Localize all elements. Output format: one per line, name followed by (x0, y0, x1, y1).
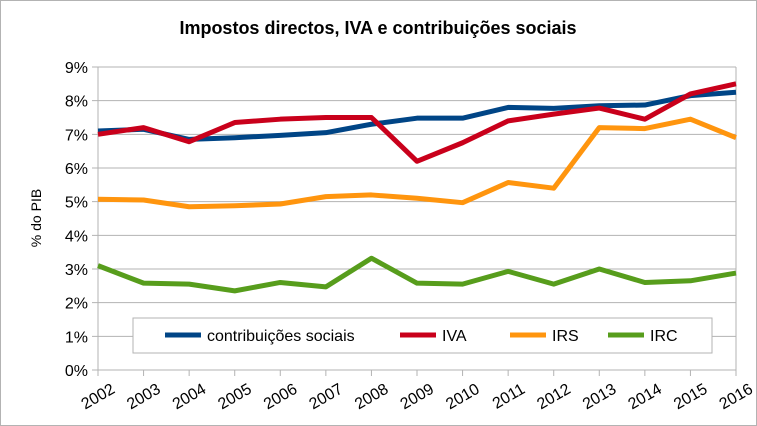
y-tick-label: 3% (65, 262, 88, 279)
series-line-IRC (97, 255, 737, 294)
y-tick-label: 7% (65, 127, 88, 144)
x-tick-label: 2016 (717, 381, 756, 414)
legend-label: IVA (442, 328, 467, 345)
series-line-IRS (97, 116, 737, 210)
x-tick-label: 2008 (352, 381, 391, 414)
x-tick-label: 2009 (398, 381, 437, 414)
series-line-contribuições-sociais (97, 89, 737, 142)
x-tick-label: 2015 (671, 381, 710, 414)
x-tick-label: 2004 (170, 381, 209, 414)
y-tick-label: 5% (65, 195, 88, 212)
x-tick-label: 2013 (580, 381, 619, 414)
y-tick-label: 6% (65, 161, 88, 178)
x-tick-label: 2005 (215, 381, 254, 414)
y-tick-label: 2% (65, 296, 88, 313)
y-tick-label: 9% (65, 60, 88, 77)
x-tick-label: 2011 (490, 381, 528, 413)
legend-label: contribuições sociais (207, 328, 355, 345)
x-tick-label: 2006 (261, 381, 300, 414)
legend-label: IRS (552, 328, 579, 345)
x-tick-label: 2007 (307, 381, 346, 414)
x-tick-label: 2002 (79, 381, 118, 414)
x-tick-label: 2012 (534, 381, 573, 414)
legend-label: IRC (650, 328, 678, 345)
series-line-IVA (97, 81, 737, 164)
x-tick-label: 2010 (443, 381, 482, 414)
y-axis-label: % do PIB (28, 189, 44, 247)
y-tick-label: 4% (65, 228, 88, 245)
x-tick-label: 2014 (626, 381, 665, 414)
x-tick-label: 2003 (124, 381, 163, 414)
y-tick-label: 0% (65, 363, 88, 380)
chart-title: Impostos directos, IVA e contribuições s… (179, 18, 576, 38)
y-tick-label: 1% (65, 329, 88, 346)
y-tick-label: 8% (65, 94, 88, 111)
